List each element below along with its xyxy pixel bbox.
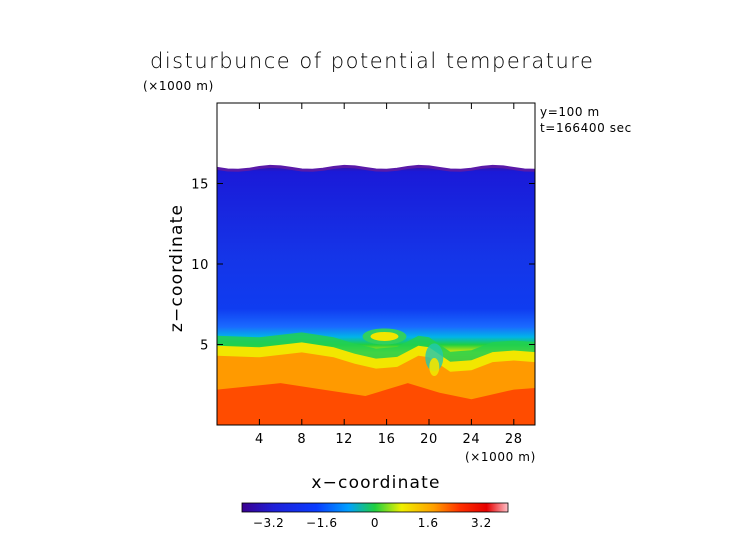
y-axis-ticks: 5 10 15: [191, 178, 535, 354]
x-tick-label: 8: [297, 432, 306, 447]
info-line-time: t=166400 sec: [540, 121, 632, 135]
y-scale-note: (×1000 m): [143, 79, 214, 93]
field-intrusion-core: [429, 358, 440, 377]
field-red-band: [217, 383, 535, 425]
colorbar-tick-label: 1.6: [418, 516, 439, 530]
colorbar-tick-label: 3.2: [471, 516, 492, 530]
chart-title: disturbunce of potential temperature: [150, 49, 594, 73]
y-axis-label: z−coordinate: [167, 204, 187, 332]
colorbar-tick-label: −1.6: [306, 516, 338, 530]
plot-area: 4 8 12 16 20 24 28 5 10 15: [191, 102, 536, 447]
x-axis-ticks: 4 8 12 16 20 24 28: [255, 103, 523, 447]
x-tick-label: 24: [463, 432, 481, 447]
colorbar: −3.2 −1.6 0 1.6 3.2: [241, 502, 509, 530]
x-axis-label: x−coordinate: [311, 473, 440, 493]
colorbar-gradient: [241, 502, 509, 513]
x-tick-label: 20: [420, 432, 438, 447]
x-tick-label: 16: [378, 432, 396, 447]
heatmap-field: [217, 164, 535, 425]
x-tick-label: 12: [335, 432, 353, 447]
colorbar-tick-label: 0: [371, 516, 379, 530]
y-tick-label: 10: [191, 258, 209, 273]
info-line-y: y=100 m: [540, 105, 600, 119]
colorbar-ticks: −3.2 −1.6 0 1.6 3.2: [253, 516, 492, 530]
y-tick-label: 5: [200, 339, 209, 354]
x-tick-label: 28: [505, 432, 523, 447]
x-scale-note: (×1000 m): [465, 450, 536, 464]
y-tick-label: 15: [191, 178, 209, 193]
colorbar-tick-label: −3.2: [253, 516, 285, 530]
field-blob-inner: [370, 331, 399, 341]
x-tick-label: 4: [255, 432, 264, 447]
field-top-edge: [217, 164, 535, 172]
